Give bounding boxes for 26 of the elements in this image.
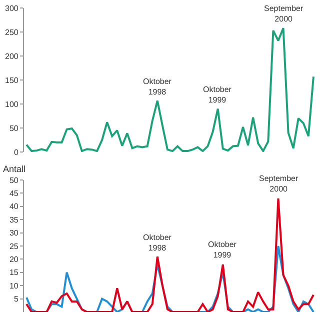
y-tick-label: 45 — [9, 189, 19, 198]
y-tick-label: 10 — [9, 281, 19, 290]
y-tick-label: 250 — [5, 28, 19, 37]
y-tick-label: 20 — [9, 255, 19, 264]
annotation: Oktober 1999 — [203, 85, 232, 104]
y-axis-title: Antall — [3, 164, 26, 174]
y-tick-label: 50 — [9, 124, 19, 133]
y-tick-label: 150 — [5, 76, 19, 85]
y-tick-label: 40 — [9, 202, 19, 212]
y-tick-label: 15 — [9, 268, 19, 278]
y-tick-label: 35 — [9, 215, 19, 224]
line-series — [26, 27, 314, 152]
y-tick-label: 5 — [14, 294, 19, 304]
y-tick-label: 30 — [9, 228, 19, 238]
y-tick-label: 300 — [5, 4, 19, 13]
annotation: Oktober 1998 — [143, 77, 172, 96]
y-tick-label: 50 — [9, 176, 19, 185]
annotation: Oktober 1999 — [208, 240, 237, 260]
annotation: September 2000 — [264, 4, 304, 24]
y-tick-label: 25 — [9, 242, 19, 251]
y-tick-label: 0 — [14, 148, 19, 157]
line-series — [26, 197, 314, 312]
y-tick-label: 200 — [5, 52, 19, 61]
annotation: Oktober 1998 — [143, 233, 172, 252]
annotation: September 2000 — [259, 174, 298, 194]
y-tick-label: 100 — [5, 100, 19, 109]
